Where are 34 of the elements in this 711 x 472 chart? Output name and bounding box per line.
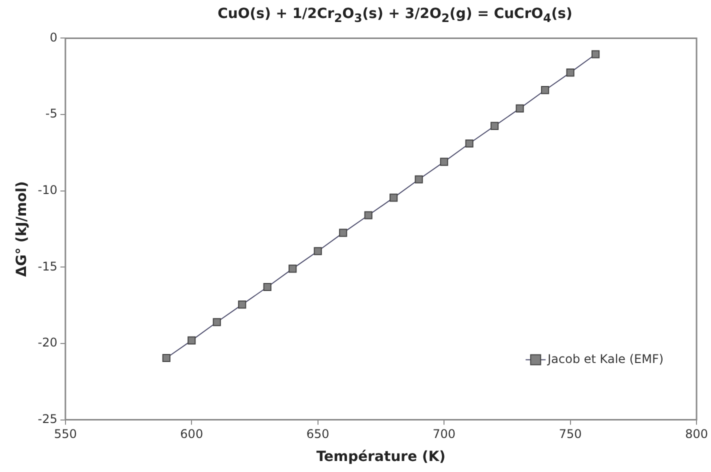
point bbox=[339, 228, 348, 237]
point bbox=[162, 354, 170, 362]
point bbox=[414, 175, 423, 184]
point bbox=[490, 122, 499, 130]
x-tick-label: 700 bbox=[432, 427, 456, 442]
x-axis-title: Température (K) bbox=[316, 449, 446, 466]
point bbox=[390, 194, 398, 202]
point bbox=[440, 158, 448, 166]
point bbox=[516, 104, 524, 112]
y-tick-label: -5 bbox=[45, 106, 58, 121]
point bbox=[592, 50, 600, 58]
point bbox=[212, 318, 221, 326]
chart-title: CuO(s) + 1/2Cr$_{2}$O$_{3}$(s) + 3/2O$_{2}$(g) = CuCrO$_{4}$(s) bbox=[218, 6, 572, 25]
point bbox=[314, 247, 322, 256]
y-tick-label: -20 bbox=[38, 336, 58, 350]
point bbox=[263, 282, 272, 292]
y-tick-label: -15 bbox=[38, 259, 58, 274]
y-tick-label: 0 bbox=[50, 30, 58, 44]
y-axis-title: ΔG° (kJ/mol) bbox=[14, 181, 30, 277]
y-tick-label: -25 bbox=[38, 412, 58, 426]
x-tick-label: 800 bbox=[685, 427, 708, 442]
point bbox=[238, 300, 246, 309]
point bbox=[364, 211, 372, 220]
x-tick-label: 550 bbox=[54, 427, 77, 442]
x-tick-label: 600 bbox=[180, 427, 204, 442]
point bbox=[541, 86, 550, 94]
x-tick-label: 650 bbox=[306, 427, 330, 442]
legend-label: Jacob et Kale (EMF) bbox=[546, 352, 664, 366]
point bbox=[288, 264, 297, 273]
point bbox=[465, 139, 474, 148]
y-tick-label: -10 bbox=[38, 182, 58, 197]
point bbox=[188, 336, 196, 344]
point bbox=[566, 68, 574, 77]
x-tick-label: 750 bbox=[558, 427, 582, 442]
